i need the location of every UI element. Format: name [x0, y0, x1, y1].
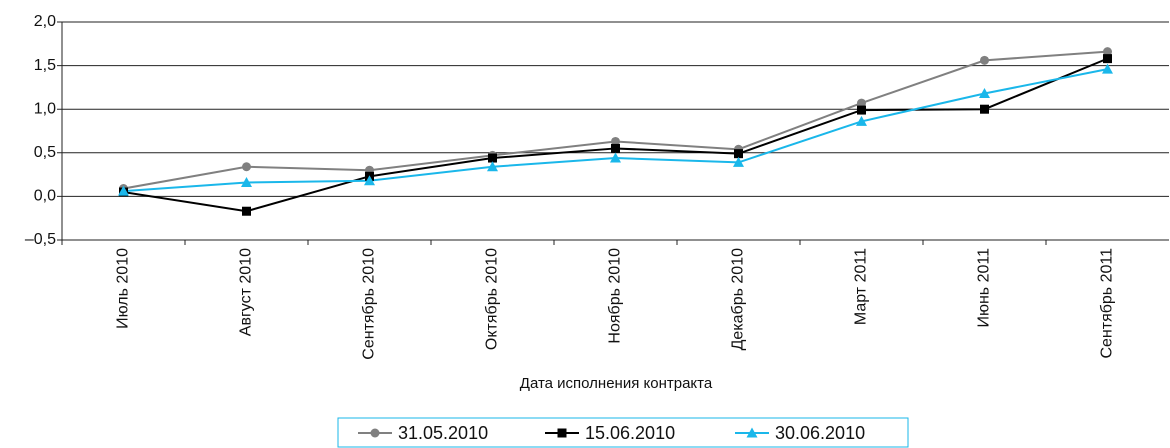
point: [241, 176, 252, 187]
point: [1103, 54, 1112, 64]
point: [1103, 47, 1112, 57]
legend-label: 30.06.2010: [775, 423, 865, 443]
x-tick-label: Октябрь 2010: [484, 248, 501, 350]
point: [979, 88, 990, 99]
point: [611, 143, 620, 153]
legend-box: [337, 417, 909, 448]
point: [118, 185, 129, 196]
y-tick-label: 0,0: [34, 188, 56, 205]
point: [488, 153, 497, 163]
point: [857, 98, 866, 108]
point: [242, 206, 251, 216]
x-tick-label: Декабрь 2010: [730, 248, 747, 351]
series-line: [123, 50, 1108, 190]
point: [980, 55, 989, 65]
point: [487, 161, 498, 172]
point: [1102, 63, 1113, 74]
point: [611, 136, 620, 146]
y-tick-label: –0,5: [25, 231, 56, 248]
point: [856, 115, 867, 126]
x-axis-label: Дата исполнения контракта: [520, 375, 713, 392]
point: [610, 152, 621, 163]
y-tick-label: 0,5: [34, 144, 56, 161]
legend-label: 15.06.2010: [585, 423, 675, 443]
point: [733, 156, 744, 167]
point: [364, 175, 375, 186]
legend-label: 31.05.2010: [398, 423, 488, 443]
y-tick-label: 1,5: [34, 57, 56, 74]
point: [980, 104, 989, 114]
x-tick-label: Сентябрь 2010: [361, 248, 378, 360]
y-tick-label: 1,0: [34, 100, 56, 117]
x-tick-label: Сентябрь 2011: [1099, 248, 1116, 359]
y-tick-label: 2,0: [34, 13, 56, 30]
legend-marker: [746, 427, 758, 438]
x-tick-label: Август 2010: [238, 248, 255, 336]
legend-marker: [370, 428, 380, 438]
x-tick-label: Июнь 2011: [976, 248, 993, 328]
x-tick-label: Ноябрь 2010: [607, 248, 624, 344]
x-tick-label: Июль 2010: [115, 248, 132, 329]
point: [734, 149, 743, 159]
point: [242, 162, 251, 172]
series-line: [123, 57, 1108, 213]
legend-marker: [557, 428, 567, 438]
series-line: [123, 68, 1108, 193]
x-tick-label: Март 2011: [853, 248, 870, 325]
point: [857, 105, 866, 115]
